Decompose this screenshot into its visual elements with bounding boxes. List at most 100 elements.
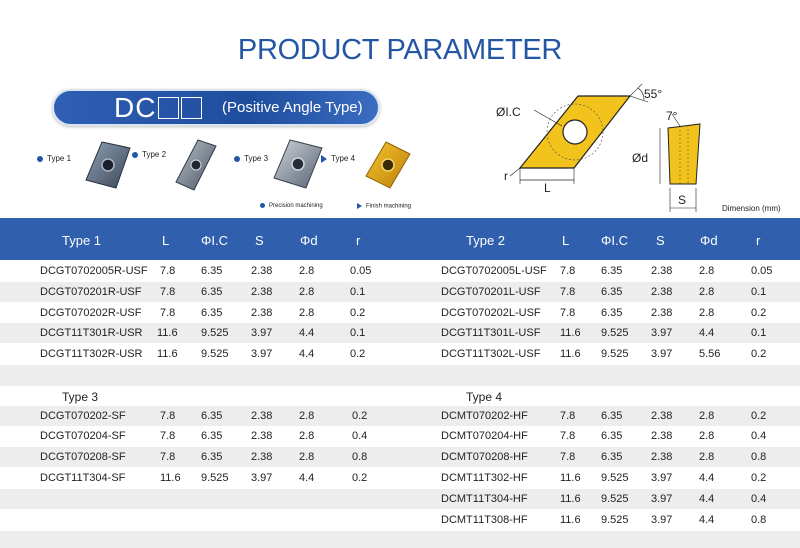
value-cell: 4.4 xyxy=(299,348,315,360)
value-cell: 11.6 xyxy=(160,472,181,484)
S-label: S xyxy=(678,193,686,207)
value-cell: 3.97 xyxy=(251,472,273,484)
value-cell: 2.8 xyxy=(699,410,715,422)
value-cell: 7.8 xyxy=(560,307,576,319)
insert-dimension-diagram: ØI.C 55° 7° Ød r L S xyxy=(496,83,701,212)
header-col-ic: ΦI.C xyxy=(601,233,628,248)
table-spacer xyxy=(0,531,800,548)
value-cell: 2.38 xyxy=(651,410,673,422)
value-cell: 6.35 xyxy=(601,307,623,319)
header-col-d: Φd xyxy=(700,233,718,248)
model-cell: DCGT070202-SF xyxy=(40,410,126,422)
legend-finish-label: Finish machining xyxy=(366,203,412,210)
L-label: L xyxy=(544,181,551,195)
value-cell: 0.1 xyxy=(751,327,767,339)
section-type4: Type 4 xyxy=(466,390,503,404)
value-cell: 6.35 xyxy=(201,307,223,319)
value-cell: 4.4 xyxy=(699,472,715,484)
value-cell: 6.35 xyxy=(201,410,223,422)
value-cell: 5.56 xyxy=(699,348,721,360)
ic-label: ØI.C xyxy=(496,105,521,119)
table-row: DCGT070202R-USF 7.8 6.35 2.38 2.8 0.2 DC… xyxy=(0,303,800,323)
value-cell: 2.8 xyxy=(299,307,315,319)
value-cell: 0.8 xyxy=(352,451,368,463)
value-cell: 2.8 xyxy=(299,451,315,463)
series-subtitle: (Positive Angle Type) xyxy=(222,99,363,116)
value-cell: 4.4 xyxy=(299,472,315,484)
value-cell: 6.35 xyxy=(601,265,623,277)
model-cell: DCGT0702005L-USF xyxy=(441,265,547,277)
value-cell: 3.97 xyxy=(651,493,673,505)
value-cell: 2.8 xyxy=(299,430,315,442)
value-cell: 2.38 xyxy=(251,265,273,277)
value-cell: 0.2 xyxy=(352,410,368,422)
model-cell: DCMT070202-HF xyxy=(441,410,528,422)
value-cell: 7.8 xyxy=(560,451,576,463)
table-row: DCGT11T304-SF 11.6 9.525 3.97 4.4 0.2 DC… xyxy=(0,468,800,488)
value-cell: 11.6 xyxy=(157,348,178,360)
header-col-S: S xyxy=(656,233,665,248)
header-col-L: L xyxy=(162,233,170,248)
value-cell: 2.38 xyxy=(251,430,273,442)
value-cell: 0.4 xyxy=(751,430,767,442)
header-col-ic: ΦI.C xyxy=(201,233,228,248)
d-label: Ød xyxy=(632,151,648,165)
value-cell: 9.525 xyxy=(601,493,629,505)
model-cell: DCGT0702005R-USF xyxy=(40,265,148,277)
value-cell: 6.35 xyxy=(201,430,223,442)
bullet-icon xyxy=(37,155,43,162)
value-cell: 2.8 xyxy=(699,286,715,298)
model-cell: DCMT11T302-HF xyxy=(441,472,528,484)
model-cell: DCGT11T302L-USF xyxy=(441,348,541,360)
value-cell: 7.8 xyxy=(160,430,176,442)
value-cell: 6.35 xyxy=(201,286,223,298)
table-spacer xyxy=(0,365,800,386)
model-cell: DCMT070204-HF xyxy=(441,430,528,442)
value-cell: 0.05 xyxy=(350,265,372,277)
type2-label: Type 2 xyxy=(142,150,167,159)
model-cell: DCGT070201R-USF xyxy=(40,286,142,298)
legend-precision: Precision machining xyxy=(260,203,323,209)
value-cell: 6.35 xyxy=(601,451,623,463)
angle7-label: 7° xyxy=(666,109,678,123)
header-col-L: L xyxy=(562,233,570,248)
type1-label: Type 1 xyxy=(47,154,72,163)
legend-precision-label: Precision machining xyxy=(269,203,323,210)
header-col-d: Φd xyxy=(300,233,318,248)
value-cell: 2.8 xyxy=(299,265,315,277)
series-code: DC xyxy=(114,92,157,123)
table-row: DCGT0702005R-USF 7.8 6.35 2.38 2.8 0.05 … xyxy=(0,261,800,281)
table-row: DCGT070208-SF 7.8 6.35 2.38 2.8 0.8 DCMT… xyxy=(0,447,800,467)
model-cell: DCGT070201L-USF xyxy=(441,286,541,298)
value-cell: 2.38 xyxy=(651,451,673,463)
value-cell: 6.35 xyxy=(201,265,223,277)
value-cell: 3.97 xyxy=(651,472,673,484)
insert-type2-image xyxy=(175,139,217,191)
triangle-icon xyxy=(357,203,362,209)
model-cell: DCGT070202R-USF xyxy=(40,307,142,319)
legend-finish: Finish machining xyxy=(357,203,411,210)
value-cell: 6.35 xyxy=(601,430,623,442)
value-cell: 7.8 xyxy=(160,307,176,319)
value-cell: 0.2 xyxy=(751,410,767,422)
value-cell: 2.8 xyxy=(699,265,715,277)
header-type1: Type 1 xyxy=(62,233,102,248)
value-cell: 9.525 xyxy=(601,514,629,526)
value-cell: 0.2 xyxy=(350,307,366,319)
model-cell: DCGT11T302R-USR xyxy=(40,348,143,360)
value-cell: 2.38 xyxy=(251,410,273,422)
table-row: DCGT070201R-USF 7.8 6.35 2.38 2.8 0.1 DC… xyxy=(0,282,800,302)
header-col-r: r xyxy=(356,233,361,248)
model-cell: DCGT11T304-SF xyxy=(40,472,126,484)
model-cell: DCGT070202L-USF xyxy=(441,307,541,319)
value-cell: 11.6 xyxy=(157,327,178,339)
table-header: Type 1 L ΦI.C S Φd r Type 2 L ΦI.C S Φd … xyxy=(0,218,800,260)
value-cell: 2.8 xyxy=(699,430,715,442)
value-cell: 9.525 xyxy=(201,327,229,339)
model-cell: DCGT11T301R-USR xyxy=(40,327,143,339)
model-cell: DCMT11T308-HF xyxy=(441,514,528,526)
value-cell: 9.525 xyxy=(601,348,629,360)
value-cell: 0.8 xyxy=(751,451,767,463)
value-cell: 0.1 xyxy=(751,286,767,298)
value-cell: 9.525 xyxy=(201,348,229,360)
